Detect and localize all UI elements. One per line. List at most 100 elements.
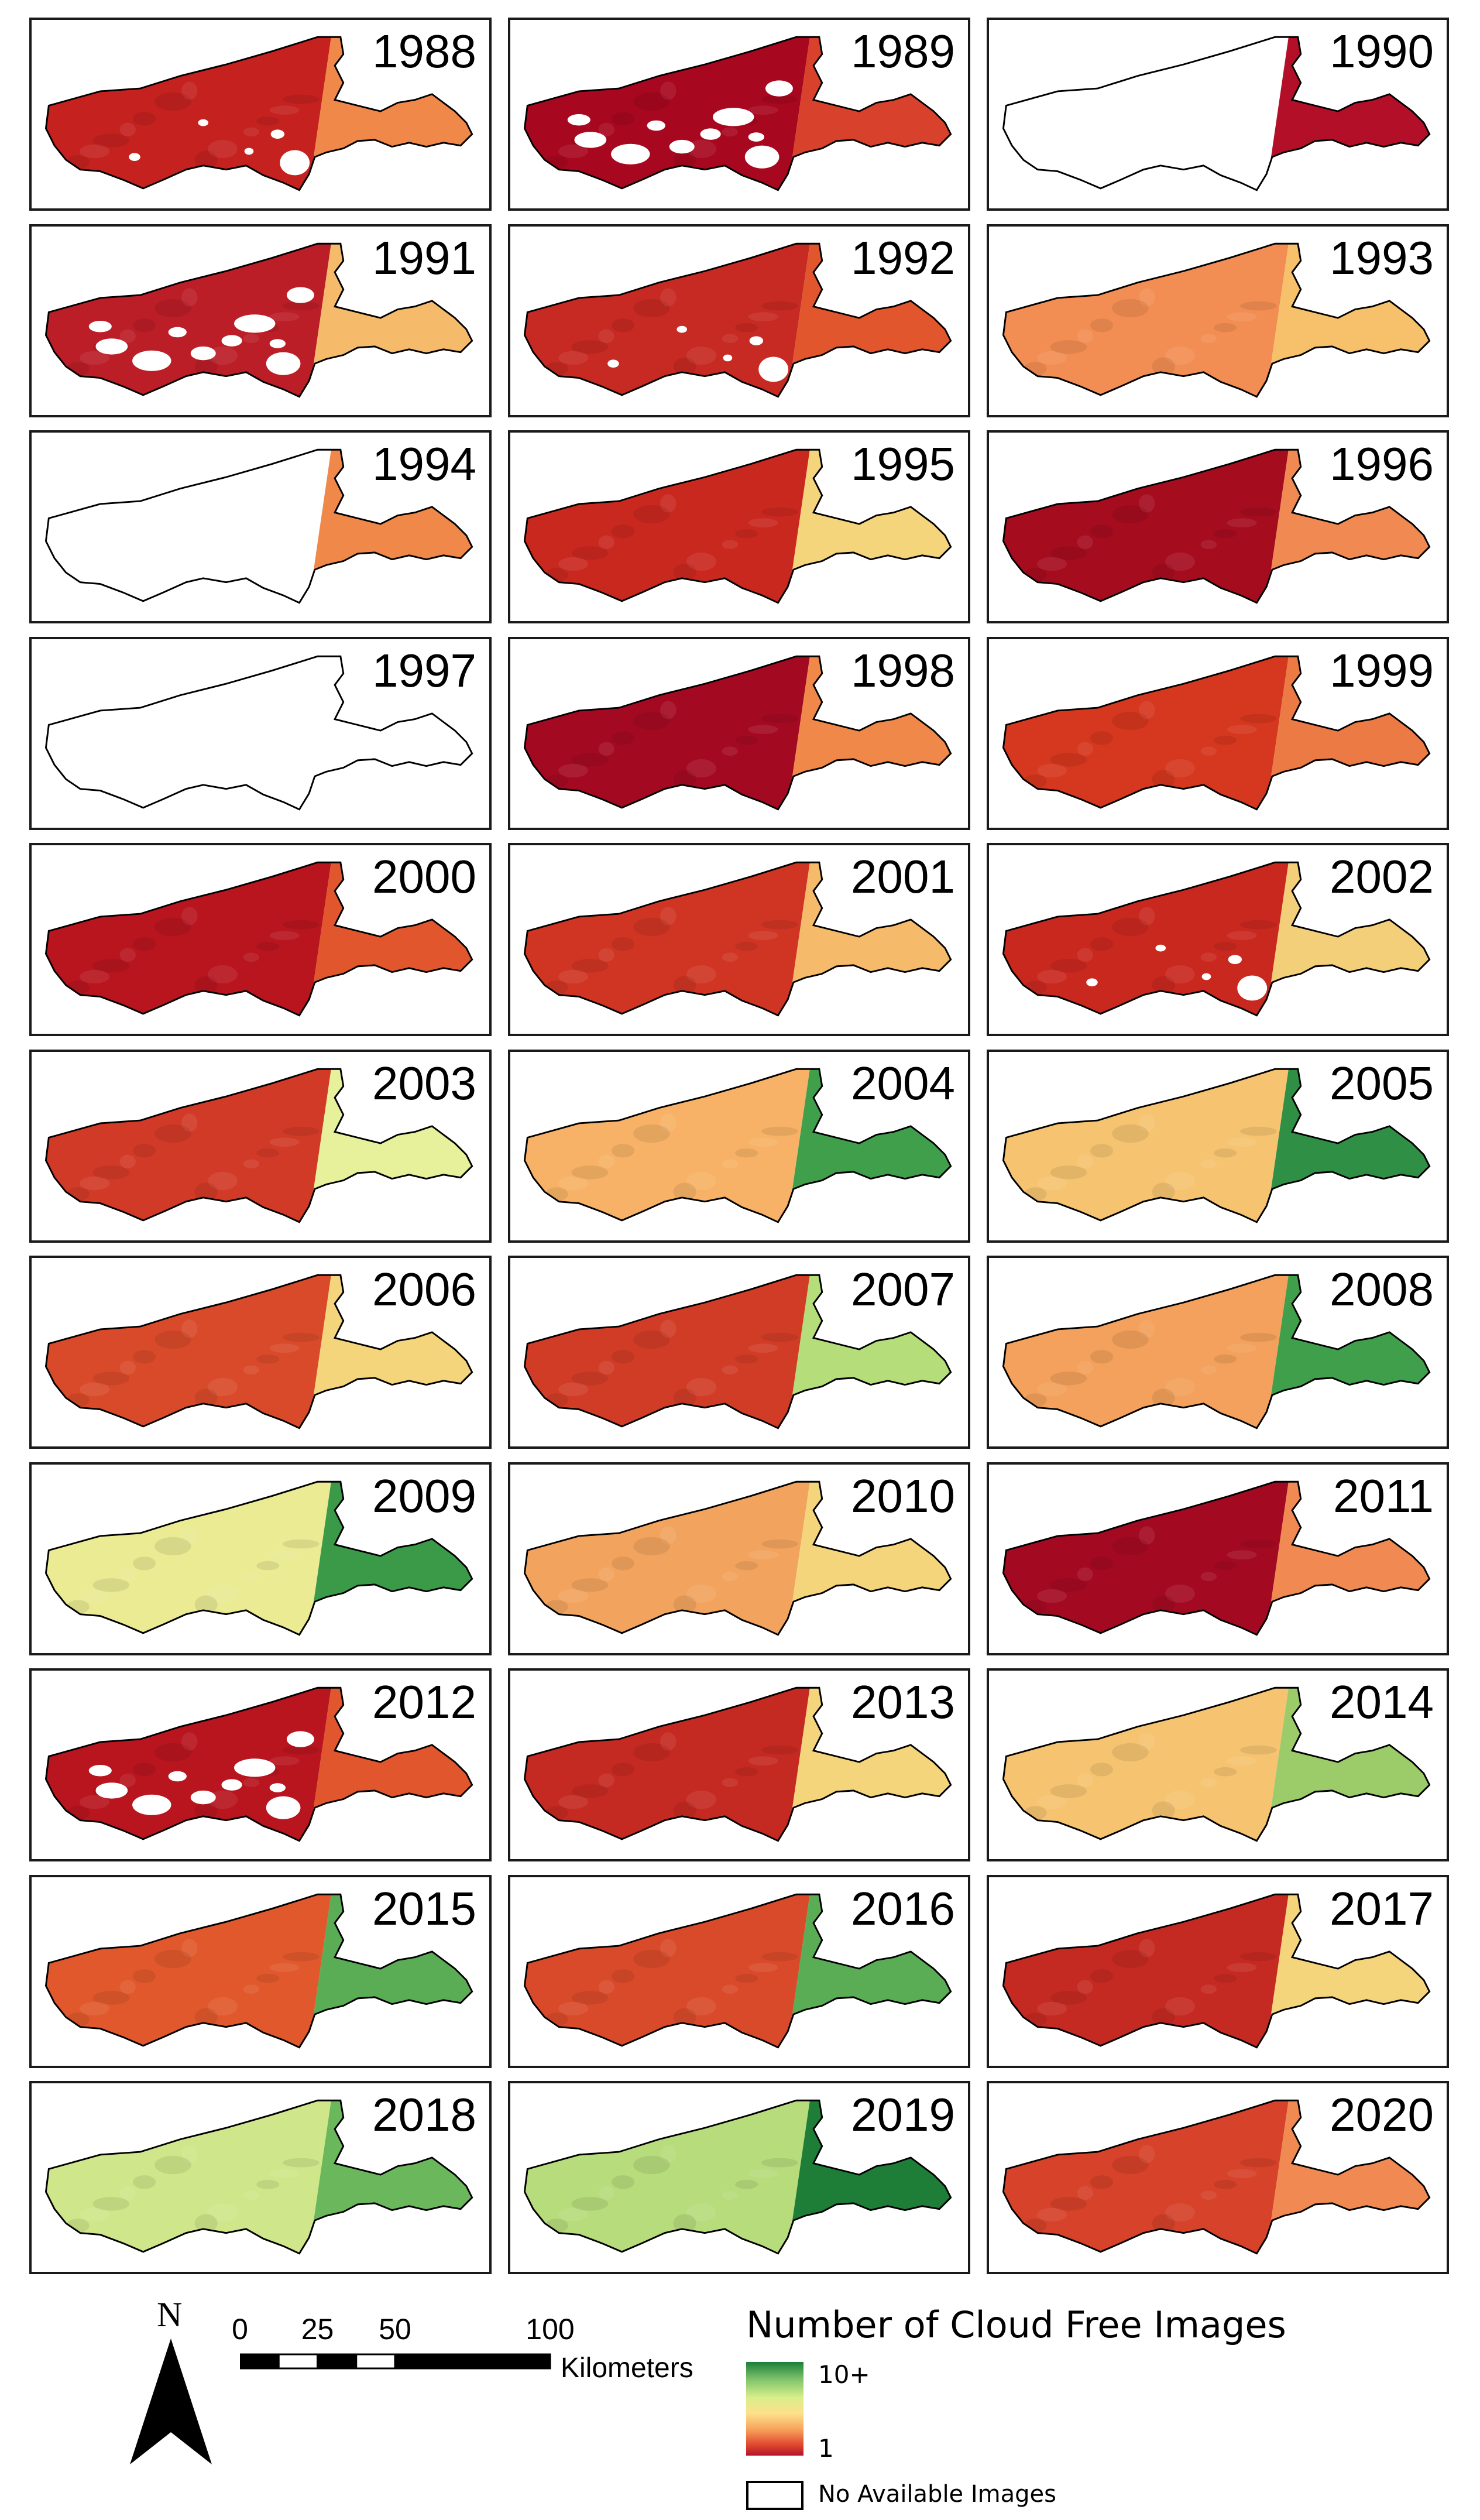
no-data-gap (88, 321, 112, 332)
region-map-2003 (44, 1068, 473, 1223)
no-data-gap (1228, 955, 1242, 964)
no-data-gap (677, 325, 688, 333)
no-data-gap (607, 359, 619, 368)
map-panel-1991: 1991 (29, 224, 492, 417)
legend-high-label: 10+ (818, 2360, 870, 2389)
region-outline (44, 1480, 473, 1636)
year-label: 1998 (851, 644, 955, 697)
region-outline (1002, 1686, 1431, 1842)
region-map-2007 (523, 1274, 952, 1429)
no-data-gap (95, 1782, 128, 1799)
map-panel-2020: 2020 (987, 2081, 1449, 2274)
scale-bar-graphic (240, 2353, 551, 2370)
north-arrow-icon (130, 2339, 212, 2464)
region-map-2012 (44, 1686, 473, 1842)
region-map-1989 (523, 36, 952, 191)
map-panel-2008: 2008 (987, 1256, 1449, 1449)
scale-segment (277, 2353, 318, 2370)
region-map-1990 (1002, 36, 1431, 191)
region-map-2000 (44, 861, 473, 1017)
no-data-gap (168, 327, 187, 338)
map-panel-1994: 1994 (29, 430, 492, 623)
region-outline (1002, 1480, 1431, 1636)
map-panel-2011: 2011 (987, 1462, 1449, 1655)
map-panel-2009: 2009 (29, 1462, 492, 1655)
region-map-2017 (1002, 1893, 1431, 2049)
no-data-gap (95, 338, 128, 355)
region-outline (523, 655, 952, 811)
map-panel-2012: 2012 (29, 1668, 492, 1861)
no-data-gap (280, 563, 310, 588)
region-map-2002 (1002, 861, 1431, 1017)
region-outline (523, 1274, 952, 1429)
map-legend-area: N 0 25 50 100 Kilometers Number of Cloud… (0, 2295, 1480, 2520)
map-panel-2004: 2004 (508, 1050, 970, 1243)
no-data-gap (574, 132, 607, 148)
year-label: 2011 (1333, 1470, 1434, 1522)
no-data-gap (700, 128, 721, 140)
no-data-gap (132, 1794, 171, 1815)
map-panel-2014: 2014 (987, 1668, 1449, 1861)
map-panel-2016: 2016 (508, 1875, 970, 2068)
map-grid: 1988 1989 1990 1991 1992 1993 1994 1995 1996 1997… (29, 18, 1449, 2274)
region-outline (44, 242, 473, 398)
west-zone-fill (1003, 37, 1292, 190)
region-outline (44, 1274, 473, 1429)
region-map-2008 (1002, 1274, 1431, 1429)
region-outline (44, 36, 473, 191)
region-map-1993 (1002, 242, 1431, 398)
region-map-1992 (523, 242, 952, 398)
no-data-gap (1237, 975, 1268, 1001)
region-map-1988 (44, 36, 473, 191)
region-map-2020 (1002, 2099, 1431, 2255)
no-data-gap (270, 542, 285, 551)
legend-color-ramp (746, 2362, 803, 2456)
north-arrow-label: N (157, 2295, 183, 2334)
region-map-2009 (44, 1480, 473, 1636)
map-panel-2019: 2019 (508, 2081, 970, 2274)
map-panel-2007: 2007 (508, 1256, 970, 1449)
region-outline (523, 1480, 952, 1636)
no-data-gap (269, 1783, 286, 1792)
no-data-gap (190, 1790, 216, 1805)
region-outline (1002, 1068, 1431, 1223)
no-data-gap (190, 346, 216, 361)
map-panel-1992: 1992 (508, 224, 970, 417)
region-outline (1002, 36, 1431, 191)
no-data-gap (88, 1765, 112, 1777)
year-label: 2005 (1330, 1057, 1434, 1109)
region-outline (523, 448, 952, 604)
year-label: 1992 (851, 232, 955, 284)
map-panel-1989: 1989 (508, 18, 970, 211)
scale-segment (317, 2353, 358, 2370)
map-panel-1990: 1990 (987, 18, 1449, 211)
region-outline (523, 36, 952, 191)
year-label: 1989 (851, 25, 955, 77)
region-outline (523, 2099, 952, 2255)
no-data-gap (567, 114, 590, 126)
year-label: 1991 (372, 232, 476, 284)
year-label: 2016 (851, 1883, 955, 1935)
map-panel-1988: 1988 (29, 18, 492, 211)
map-panel-2000: 2000 (29, 843, 492, 1036)
map-panel-2015: 2015 (29, 1875, 492, 2068)
region-map-2018 (44, 2099, 473, 2255)
year-label: 2019 (851, 2089, 955, 2141)
region-map-1998 (523, 655, 952, 811)
map-panel-1997: 1997 (29, 637, 492, 830)
map-panel-2013: 2013 (508, 1668, 970, 1861)
region-outline (44, 1893, 473, 2049)
no-data-gap (749, 336, 764, 345)
scale-tick-100: 100 (526, 2313, 575, 2346)
no-data-gap (266, 352, 301, 375)
no-data-gap (748, 132, 765, 142)
region-outline (1002, 861, 1431, 1017)
region-map-2006 (44, 1274, 473, 1429)
legend-title: Number of Cloud Free Images (746, 2303, 1286, 2346)
no-data-gap (221, 335, 242, 347)
year-label: 2013 (851, 1676, 955, 1728)
year-label: 2012 (372, 1676, 476, 1728)
region-map-1995 (523, 448, 952, 604)
map-panel-2006: 2006 (29, 1256, 492, 1449)
region-map-2011 (1002, 1480, 1431, 1636)
